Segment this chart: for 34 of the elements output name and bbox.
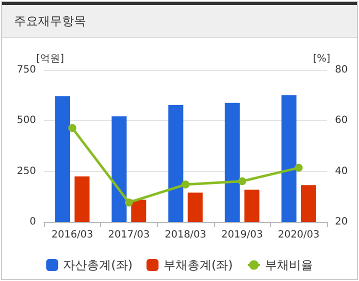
chart-title: 주요재무항목: [2, 2, 357, 38]
bar: [300, 185, 316, 222]
legend-label: 부채총계(좌): [164, 258, 233, 272]
y-axis-title: [억원]: [36, 54, 64, 64]
x-tick-label: 2018/03: [164, 230, 206, 240]
bar: [131, 200, 146, 222]
bar: [112, 116, 127, 222]
y2-tick-label: 60: [335, 115, 348, 126]
bar: [281, 95, 296, 222]
bar: [74, 176, 90, 222]
bar: [224, 102, 240, 222]
y2-tick-label: 80: [335, 64, 348, 76]
point: [182, 180, 190, 189]
y2-axis-title: [%]: [313, 54, 330, 64]
x-tick-label: 2017/03: [108, 230, 150, 240]
y-tick-label: 750: [16, 64, 36, 76]
y2-tick-label: 40: [335, 166, 348, 177]
y-tick-label: 500: [16, 115, 36, 126]
bar: [244, 190, 260, 222]
point: [238, 177, 246, 186]
y-tick-label: 0: [30, 216, 36, 228]
x-tick-label: 2016/03: [52, 230, 94, 240]
legend-label: 자산총계(좌): [63, 258, 133, 272]
legend-label: 부채비율: [264, 258, 313, 272]
bar: [168, 105, 184, 222]
point: [124, 198, 133, 206]
bar: [188, 192, 203, 222]
bar: [55, 96, 70, 222]
x-tick-label: 2020/03: [278, 230, 320, 240]
x-tick-label: 2019/03: [221, 230, 263, 240]
point: [68, 124, 76, 132]
y-tick-label: 250: [16, 166, 36, 177]
y2-tick-label: 20: [335, 216, 348, 228]
point: [294, 164, 303, 172]
